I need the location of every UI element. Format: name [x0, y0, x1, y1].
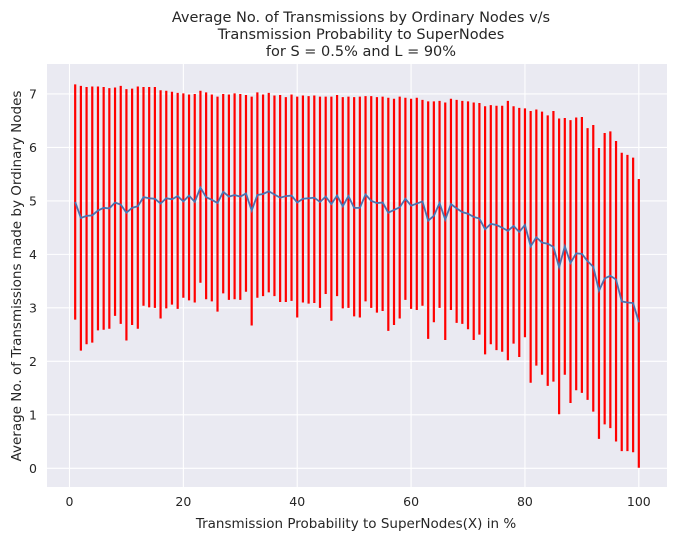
chart-title-line-3: for S = 0.5% and L = 90% — [266, 44, 456, 60]
y-tick-label: 7 — [29, 86, 37, 101]
y-tick-label: 4 — [29, 247, 37, 262]
x-tick-label: 0 — [66, 494, 74, 509]
y-axis-ticks: 0 1 2 3 4 5 6 7 — [29, 86, 37, 475]
y-tick-label: 2 — [29, 354, 37, 369]
y-axis-label: Average No. of Transmissions made by Ord… — [9, 91, 25, 462]
y-tick-label: 1 — [29, 407, 37, 422]
x-tick-label: 100 — [627, 494, 651, 509]
chart-title-line-1: Average No. of Transmissions by Ordinary… — [172, 10, 550, 26]
x-axis-label: Transmission Probability to SuperNodes(X… — [195, 516, 516, 532]
y-tick-label: 3 — [29, 300, 37, 315]
x-tick-label: 60 — [403, 494, 419, 509]
mean-line — [74, 185, 640, 323]
plot-area — [47, 64, 667, 487]
x-tick-label: 20 — [175, 494, 191, 509]
chart-title-line-2: Transmission Probability to SuperNodes — [217, 27, 505, 43]
x-axis-ticks: 0 20 40 60 80 100 — [66, 494, 651, 509]
x-tick-label: 80 — [517, 494, 533, 509]
y-tick-label: 0 — [29, 461, 37, 476]
y-tick-label: 6 — [29, 140, 37, 155]
y-tick-label: 5 — [29, 193, 37, 208]
x-tick-label: 40 — [289, 494, 305, 509]
